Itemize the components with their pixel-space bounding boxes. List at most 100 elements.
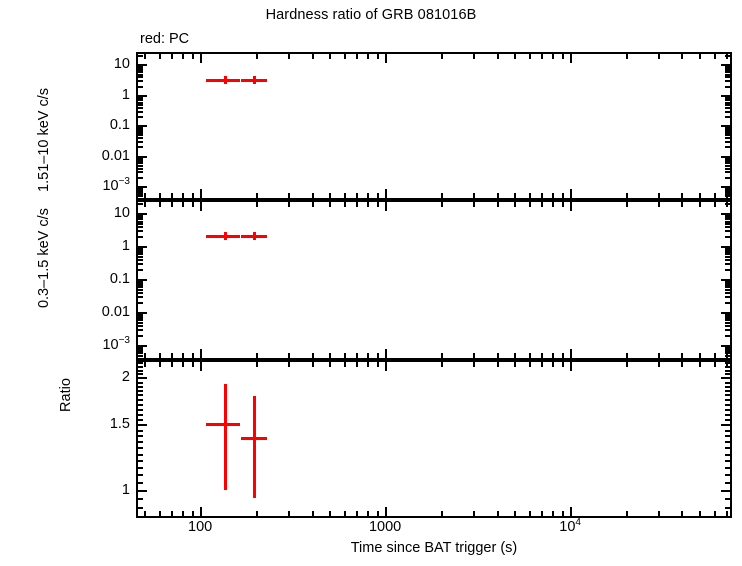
- xtick-ratio: [182, 511, 184, 516]
- ytick-soft-band: [725, 284, 730, 286]
- xtick-ratio: [385, 362, 387, 371]
- ytick-soft-band: [725, 230, 730, 232]
- ytick-hard-band: [138, 64, 147, 66]
- xtick-hard-band: [159, 54, 161, 59]
- xtick-soft-band: [699, 202, 701, 207]
- xtick-soft-band: [288, 202, 290, 207]
- ytick-hard-band: [138, 67, 143, 69]
- xtick-soft-band: [562, 353, 564, 358]
- xtick-ratio: [541, 511, 543, 516]
- ytick-soft-band: [138, 281, 143, 283]
- ytick-soft-band: [725, 218, 730, 220]
- ytick-hard-band: [721, 186, 730, 188]
- ytick-hard-band: [725, 127, 730, 129]
- ytick-ratio: [138, 447, 143, 449]
- ytick-hard-band: [138, 69, 143, 71]
- xtick-hard-band: [144, 54, 146, 59]
- xtick-hard-band: [441, 54, 443, 59]
- ytick-soft-band: [725, 253, 730, 255]
- xtick-hard-band: [377, 193, 379, 198]
- ytick-soft-band: [138, 346, 143, 348]
- ytick-hard-band: [138, 111, 143, 113]
- xtick-hard-band: [473, 193, 475, 198]
- ytick-hard-band: [138, 193, 143, 195]
- xtick-soft-band: [256, 202, 258, 207]
- ytick-hard-band: [138, 80, 143, 82]
- ytick-hard-band: [138, 102, 143, 104]
- xtick-soft-band: [626, 353, 628, 358]
- ytick-soft-band: [725, 348, 730, 350]
- xtick-soft-band: [714, 353, 716, 358]
- xtick-soft-band: [344, 353, 346, 358]
- ytick-hard-band: [138, 195, 143, 197]
- ytick-label-soft-band: 10−3: [102, 335, 130, 353]
- ytick-hard-band: [138, 162, 143, 164]
- xtick-ratio: [514, 362, 516, 367]
- ytick-hard-band: [138, 125, 147, 127]
- ytick-soft-band: [138, 269, 143, 271]
- ytick-soft-band: [138, 282, 143, 284]
- xtick-soft-band: [570, 202, 572, 211]
- datapoint-soft-band: [223, 232, 227, 241]
- xtick-ratio: [626, 362, 628, 367]
- ytick-hard-band: [725, 160, 730, 162]
- xtick-ratio: [367, 511, 369, 516]
- xtick-hard-band: [658, 193, 660, 198]
- ytick-label-ratio: 1.5: [109, 416, 130, 433]
- xtick-soft-band: [192, 353, 194, 358]
- ytick-soft-band: [138, 289, 143, 291]
- ytick-soft-band: [138, 263, 143, 265]
- ytick-ratio: [138, 377, 147, 379]
- xtick-ratio: [329, 511, 331, 516]
- xtick-soft-band: [714, 202, 716, 207]
- ytick-hard-band: [138, 95, 147, 97]
- ytick-soft-band: [725, 346, 730, 348]
- xtick-soft-band: [497, 353, 499, 358]
- ytick-hard-band: [725, 55, 730, 57]
- xtick-soft-band: [144, 353, 146, 358]
- xtick-soft-band: [329, 353, 331, 358]
- xtick-soft-band: [699, 353, 701, 358]
- ytick-soft-band: [725, 352, 730, 354]
- ytick-soft-band: [725, 286, 730, 288]
- ytick-ratio: [138, 390, 143, 392]
- xtick-ratio: [329, 362, 331, 367]
- ytick-soft-band: [138, 348, 143, 350]
- ytick-hard-band: [725, 128, 730, 130]
- ytick-soft-band: [725, 315, 730, 317]
- ytick-soft-band: [725, 282, 730, 284]
- ytick-hard-band: [138, 158, 143, 160]
- ytick-ratio: [725, 373, 730, 375]
- ytick-hard-band: [138, 116, 143, 118]
- ytick-ratio: [138, 362, 143, 364]
- ytick-ratio: [725, 362, 730, 364]
- ytick-label-hard-band: 10−3: [102, 176, 130, 194]
- xtick-soft-band: [514, 353, 516, 358]
- xtick-hard-band: [171, 193, 173, 198]
- xtick-hard-band: [312, 54, 314, 59]
- ytick-soft-band: [138, 345, 147, 347]
- ytick-soft-band: [138, 312, 147, 314]
- ytick-ratio: [138, 404, 143, 406]
- xtick-soft-band: [562, 202, 564, 207]
- xtick-soft-band: [377, 353, 379, 358]
- ytick-hard-band: [725, 189, 730, 191]
- xtick-hard-band: [144, 193, 146, 198]
- xtick-ratio: [344, 511, 346, 516]
- xtick-ratio: [529, 362, 531, 367]
- ytick-hard-band: [138, 86, 143, 88]
- xtick-hard-band: [256, 54, 258, 59]
- xtick-soft-band: [200, 202, 202, 211]
- xtick-ratio: [144, 511, 146, 516]
- ytick-soft-band: [725, 335, 730, 337]
- ytick-soft-band: [138, 315, 143, 317]
- xtick-soft-band: [658, 202, 660, 207]
- ytick-soft-band: [725, 355, 730, 357]
- xtick-ratio: [497, 362, 499, 367]
- xtick-soft-band: [329, 202, 331, 207]
- xtick-soft-band: [541, 202, 543, 207]
- ytick-label-soft-band: 0.1: [109, 271, 130, 288]
- datapoint-ratio: [245, 437, 263, 441]
- xtick-hard-band: [385, 54, 387, 63]
